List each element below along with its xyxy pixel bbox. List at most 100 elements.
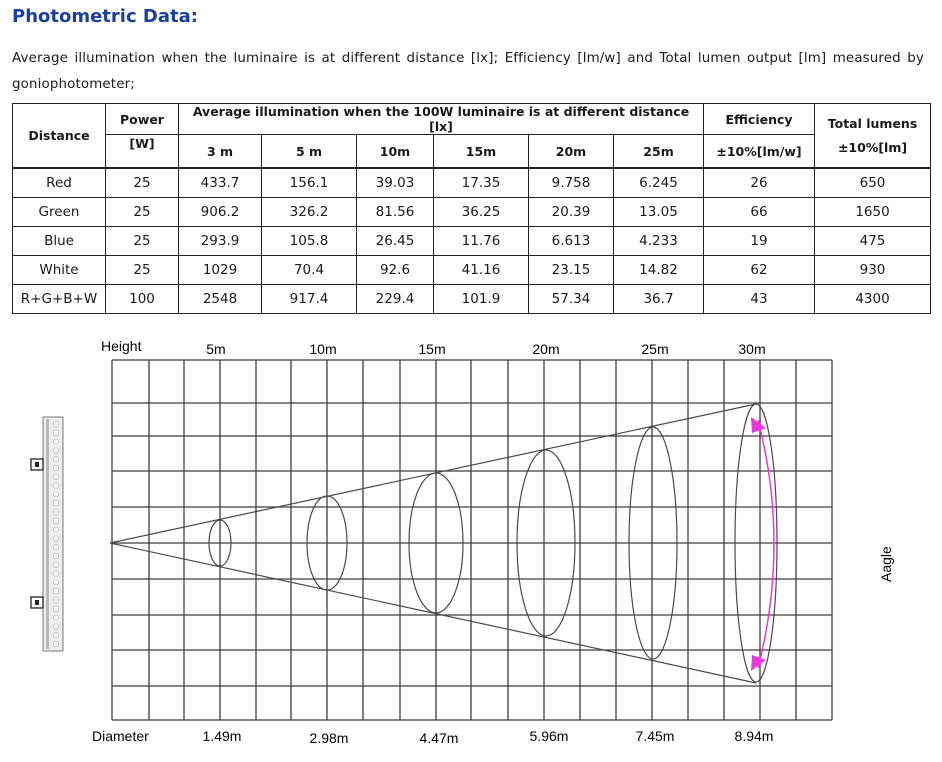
led-dot bbox=[53, 447, 59, 454]
header-total-lumens-unit: ±10%[lm] bbox=[837, 140, 908, 155]
diameter-value: 1.49m bbox=[203, 728, 242, 744]
led-dot bbox=[53, 482, 59, 489]
led-dot bbox=[53, 517, 59, 524]
header-total-lumens-label: Total lumens bbox=[827, 116, 918, 131]
table-cell: 36.25 bbox=[433, 197, 529, 227]
table-cell: 41.16 bbox=[433, 255, 529, 285]
led-dot bbox=[53, 535, 59, 542]
table-cell: 92.6 bbox=[356, 255, 434, 285]
diameter-value: 8.94m bbox=[735, 728, 774, 744]
header-distance-10m: 10m bbox=[356, 134, 434, 169]
table-cell: 930 bbox=[814, 255, 932, 285]
led-dot bbox=[53, 579, 59, 586]
led-dot bbox=[53, 465, 59, 471]
header-efficiency-unit: ±10%[lm/w] bbox=[703, 134, 816, 169]
diameter-value: 5.96m bbox=[530, 728, 569, 744]
table-cell: 229.4 bbox=[356, 284, 434, 314]
table-cell: 25 bbox=[105, 197, 179, 227]
page-title: Photometric Data: bbox=[12, 6, 198, 27]
led-dot bbox=[53, 614, 59, 621]
table-cell: 475 bbox=[814, 226, 932, 256]
beam-angle-diagram: Height 5m 10m 15m 20m 25m 30m Diameter 1.49m 2… bbox=[30, 338, 894, 746]
distance-label: 25m bbox=[641, 341, 668, 357]
header-distance: Distance bbox=[12, 103, 106, 169]
table-cell: 4300 bbox=[814, 284, 932, 314]
table-cell: 57.34 bbox=[528, 284, 614, 314]
table-row: Blue 25 293.9 105.8 26.45 11.76 6.613 4.233 19 47… bbox=[12, 226, 932, 256]
table-cell: 326.2 bbox=[261, 197, 357, 227]
header-total-lumens: Total lumens ±10%[lm] bbox=[814, 103, 932, 169]
led-dot bbox=[53, 473, 59, 480]
table-cell: 293.9 bbox=[178, 226, 262, 256]
header-distance-25m: 25m bbox=[612, 134, 705, 169]
beam-cross-section-20m bbox=[516, 449, 576, 637]
table-cell: 20.39 bbox=[528, 197, 614, 227]
beam-cross-section-25m bbox=[628, 426, 678, 660]
table-cell: 11.76 bbox=[433, 226, 529, 256]
led-dot bbox=[53, 588, 59, 595]
table-cell: 19 bbox=[703, 226, 816, 256]
table-row: White 25 1029 70.4 92.6 41.16 23.15 14.82 62 930 bbox=[12, 255, 932, 285]
beam-cross-section-15m bbox=[408, 472, 464, 614]
header-distance-5m: 5 m bbox=[261, 134, 357, 169]
table-cell: 2548 bbox=[178, 284, 262, 314]
table-cell: 25 bbox=[105, 226, 179, 256]
table-cell: 105.8 bbox=[261, 226, 357, 256]
table-cell: 1650 bbox=[814, 197, 932, 227]
table-cell: 650 bbox=[814, 167, 932, 198]
table-cell: 62 bbox=[703, 255, 816, 285]
table-cell: 70.4 bbox=[261, 255, 357, 285]
header-distance-20m: 20m bbox=[528, 134, 614, 169]
table-cell: 156.1 bbox=[261, 167, 357, 198]
led-dot bbox=[53, 456, 59, 463]
photometric-table: Distance Power Average illumination when… bbox=[12, 103, 932, 314]
beam-cross-section-5m bbox=[208, 519, 232, 567]
table-cell: 36.7 bbox=[612, 284, 705, 314]
table-cell: 4.233 bbox=[612, 226, 705, 256]
diagram-grid bbox=[111, 359, 833, 721]
distance-label: 15m bbox=[418, 341, 445, 357]
header-distance-3m: 3 m bbox=[178, 134, 262, 169]
table-row: Red 25 433.7 156.1 39.03 17.35 9.758 6.245 26 650 bbox=[12, 167, 932, 198]
table-cell: 100 bbox=[105, 284, 179, 314]
table-cell: 13.05 bbox=[612, 197, 705, 227]
table-cell: 1029 bbox=[178, 255, 262, 285]
table-cell: 26 bbox=[703, 167, 816, 198]
diameter-label: Diameter bbox=[92, 728, 149, 744]
led-dot bbox=[53, 632, 59, 639]
table-cell: 6.245 bbox=[612, 167, 705, 198]
led-dot bbox=[53, 526, 59, 533]
angle-label: Aagle bbox=[878, 546, 894, 582]
fixture-icon bbox=[30, 416, 64, 652]
table-cell: 917.4 bbox=[261, 284, 357, 314]
led-dot bbox=[53, 641, 59, 647]
table-cell: 9.758 bbox=[528, 167, 614, 198]
led-dot bbox=[53, 597, 59, 603]
row-label-cell: Blue bbox=[12, 226, 106, 256]
table-cell: 101.9 bbox=[433, 284, 529, 314]
row-label-cell: Green bbox=[12, 197, 106, 227]
beam-cross-section-30m bbox=[734, 403, 778, 683]
table-row: R+G+B+W 100 2548 917.4 229.4 101.9 57.34 36.7 43… bbox=[12, 284, 932, 314]
beam-cross-section-10m bbox=[306, 495, 348, 591]
table-row: Green 25 906.2 326.2 81.56 36.25 20.39 13.05 66 1… bbox=[12, 197, 932, 227]
table-cell: 39.03 bbox=[356, 167, 434, 198]
led-dot bbox=[53, 623, 59, 630]
table-cell: 25 bbox=[105, 255, 179, 285]
header-power: Power bbox=[105, 103, 179, 135]
led-dot bbox=[53, 509, 59, 515]
distance-label: 5m bbox=[206, 341, 225, 357]
diameter-value: 4.47m bbox=[420, 730, 459, 746]
row-label-cell: R+G+B+W bbox=[12, 284, 106, 314]
table-cell: 26.45 bbox=[356, 226, 434, 256]
diameter-value: 2.98m bbox=[310, 730, 349, 746]
led-dot bbox=[53, 570, 59, 577]
table-cell: 433.7 bbox=[178, 167, 262, 198]
table-cell: 906.2 bbox=[178, 197, 262, 227]
distance-label: 30m bbox=[738, 341, 765, 357]
led-dot bbox=[53, 500, 59, 507]
diameter-value: 7.45m bbox=[636, 728, 675, 744]
row-label-cell: White bbox=[12, 255, 106, 285]
distance-label: 10m bbox=[309, 341, 336, 357]
row-label-cell: Red bbox=[12, 167, 106, 198]
